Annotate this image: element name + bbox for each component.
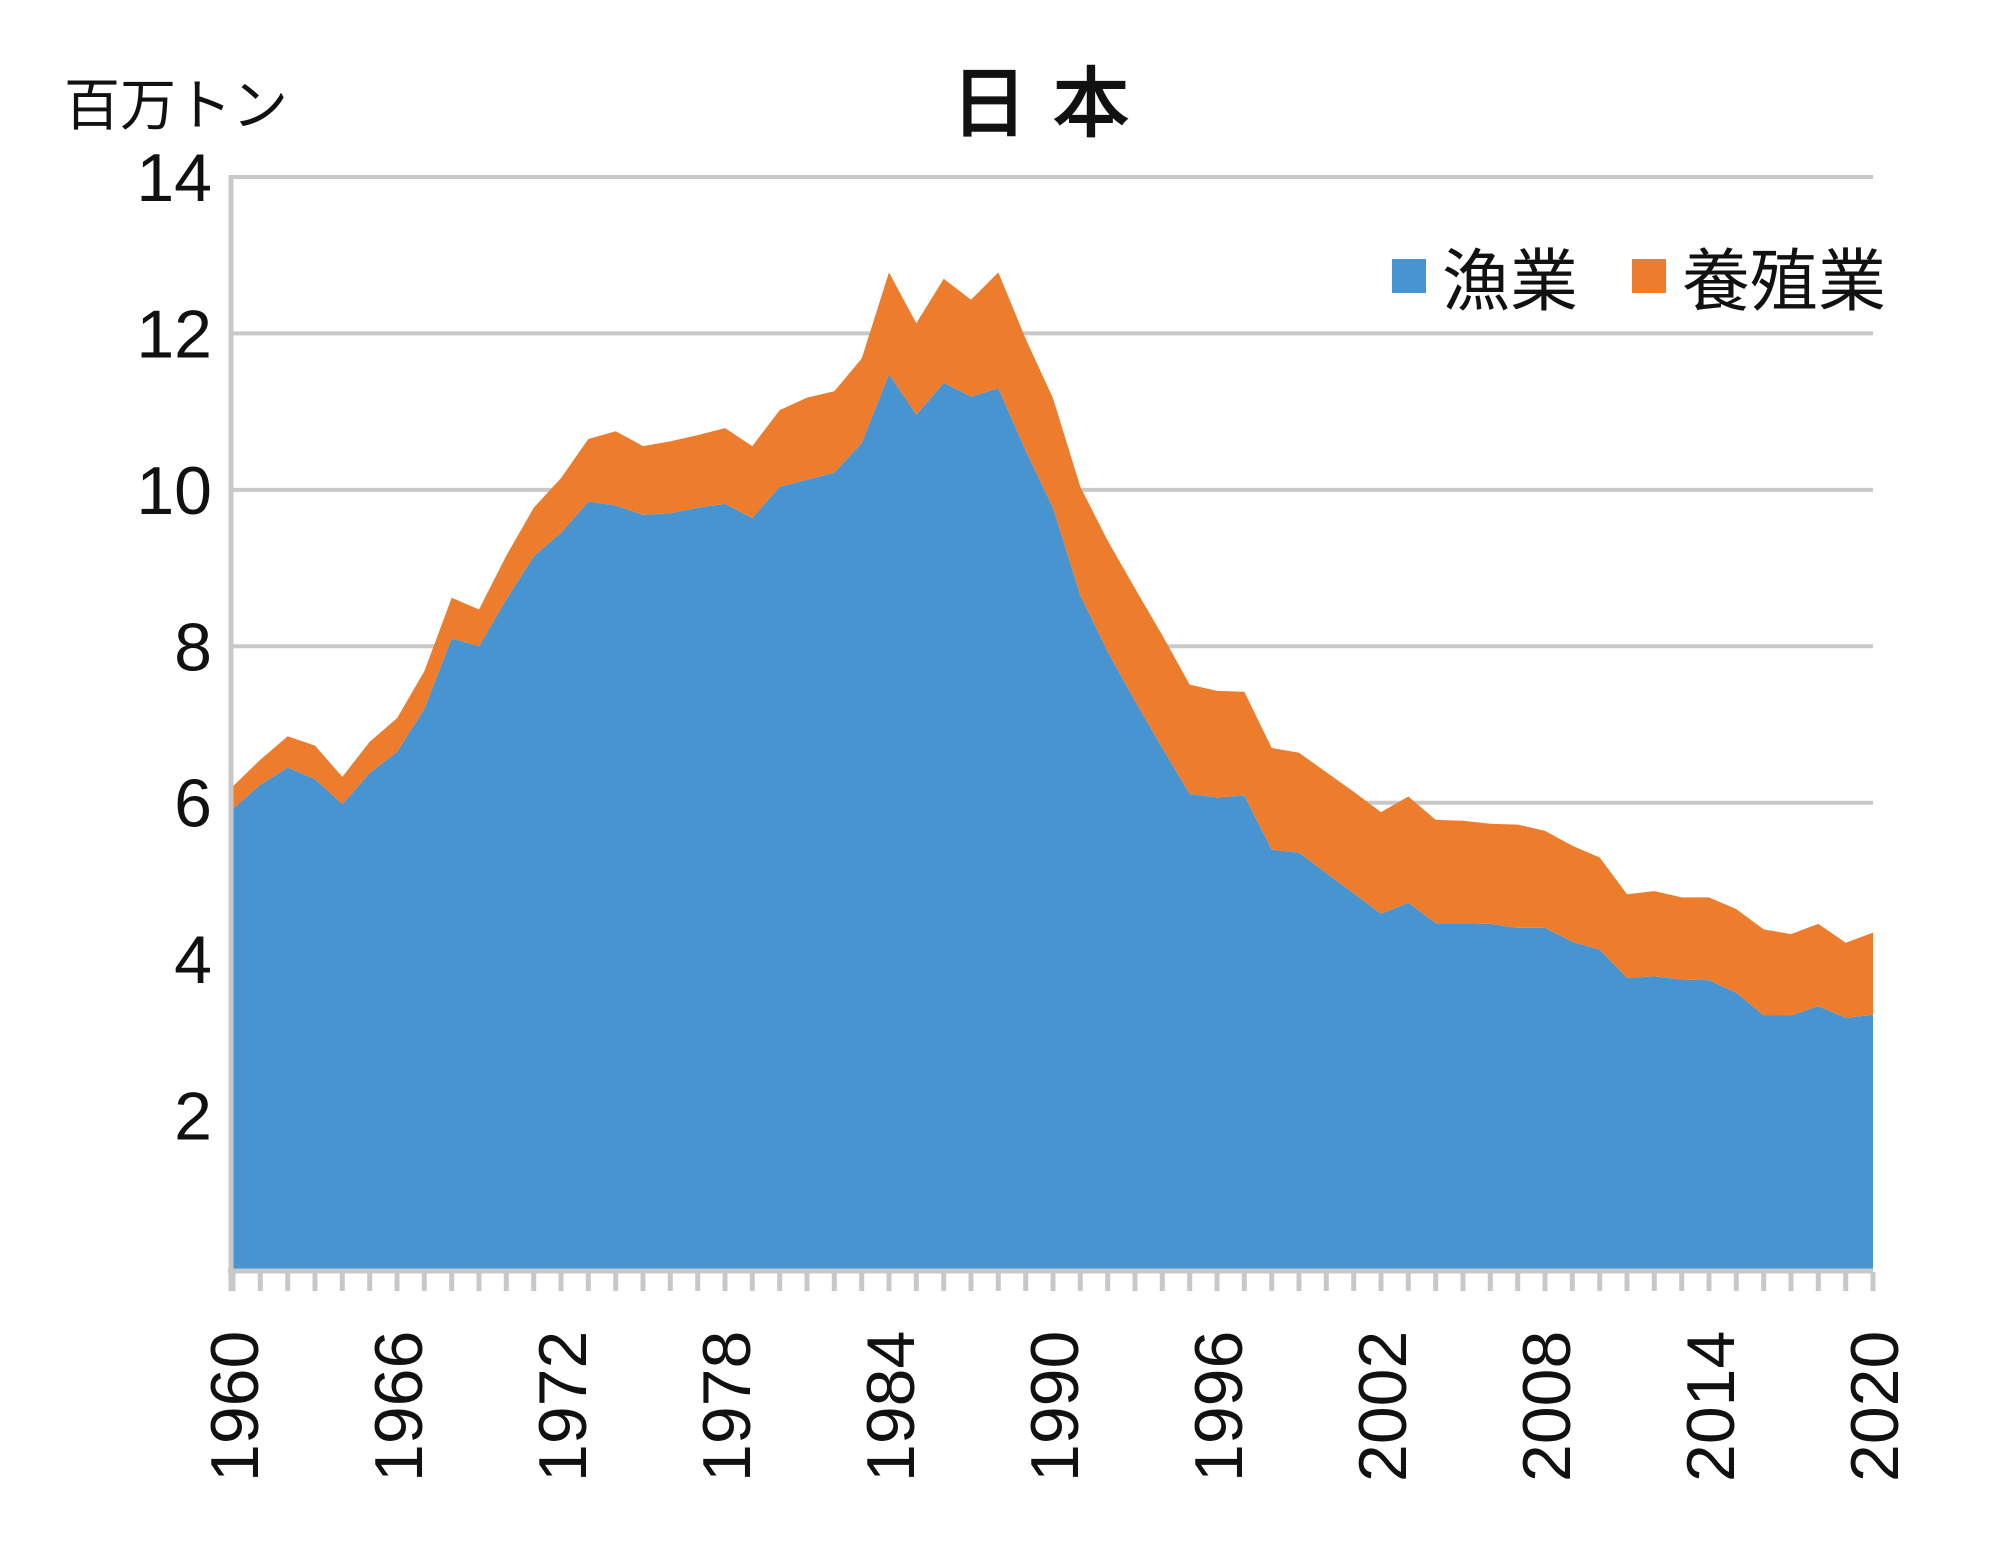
- x-tick-label-2014: 2014: [1673, 1331, 1749, 1482]
- x-tick-label-1960: 1960: [197, 1331, 273, 1482]
- x-tick-label-1984: 1984: [853, 1331, 929, 1482]
- fishery-legend-label: 漁業: [1442, 244, 1579, 320]
- y-tick-labels: 2 4 6 8 10 12 14: [136, 140, 212, 1155]
- x-tick-label-1966: 1966: [361, 1331, 437, 1482]
- x-ticks: [230, 1272, 1876, 1291]
- chart-title: 日本: [951, 62, 1155, 147]
- legend: 漁業 養殖業: [1392, 226, 1886, 325]
- y-tick-label-2: 2: [174, 1079, 212, 1155]
- x-tick-label-1996: 1996: [1181, 1331, 1257, 1482]
- y-tick-label-4: 4: [174, 922, 212, 998]
- y-tick-label-10: 10: [136, 453, 212, 529]
- aquaculture-area: [233, 272, 1873, 1018]
- legend-item-aquaculture: 養殖業: [1632, 226, 1886, 325]
- y-axis-unit-label: 百万トン: [64, 74, 288, 137]
- y-tick-label-12: 12: [136, 296, 212, 372]
- y-tick-label-6: 6: [174, 766, 212, 842]
- x-tick-label-2002: 2002: [1345, 1331, 1421, 1482]
- aquaculture-swatch-icon: [1632, 258, 1667, 293]
- x-tick-labels: 1960 1966 1972 1978 1984 1990 1996 2002 2008 2014…: [197, 1331, 1913, 1482]
- x-tick-label-1972: 1972: [525, 1331, 601, 1482]
- y-tick-label-14: 14: [136, 140, 212, 216]
- x-tick-label-2020: 2020: [1837, 1331, 1913, 1482]
- aquaculture-legend-label: 養殖業: [1682, 244, 1887, 320]
- legend-item-fishery: 漁業: [1392, 226, 1578, 325]
- x-tick-label-2008: 2008: [1509, 1331, 1585, 1482]
- fishery-area: [233, 374, 1873, 1273]
- x-tick-label-1990: 1990: [1017, 1331, 1093, 1482]
- x-tick-label-1978: 1978: [689, 1331, 765, 1482]
- fishery-swatch-icon: [1392, 258, 1426, 293]
- y-tick-label-8: 8: [174, 609, 212, 685]
